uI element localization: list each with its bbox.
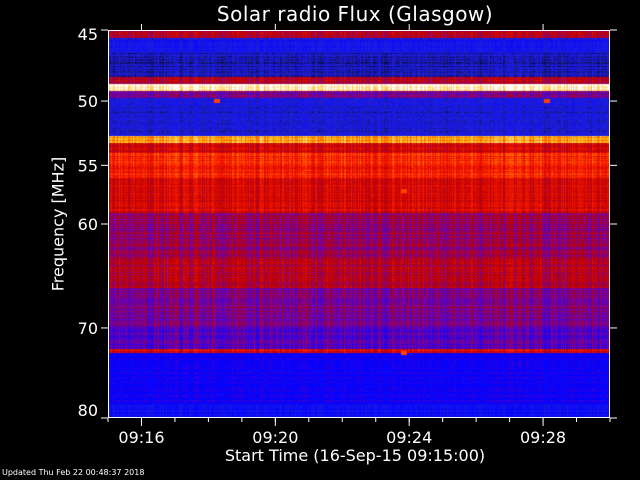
y-tick-label: 80 [78,401,98,420]
spectrogram-heatmap [109,31,609,417]
y-axis-label: Frequency [MHz] [48,156,68,292]
y-tick-label: 50 [78,92,98,111]
y-tick-label: 70 [78,319,98,338]
x-tick-label: 09:20 [252,428,298,447]
chart-title: Solar radio Flux (Glasgow) [216,2,494,26]
x-tick-label: 09:28 [520,428,566,447]
x-tick-label: 09:24 [386,428,432,447]
x-tick-label: 09:16 [118,428,164,447]
plot-area [108,30,610,418]
updated-timestamp: Updated Thu Feb 22 00:48:37 2018 [2,468,145,477]
y-tick-label: 60 [78,215,98,234]
y-tick-label: 55 [78,156,98,175]
x-axis-label: Start Time (16-Sep-15 09:15:00) [224,446,486,465]
y-tick-label: 45 [78,25,98,44]
